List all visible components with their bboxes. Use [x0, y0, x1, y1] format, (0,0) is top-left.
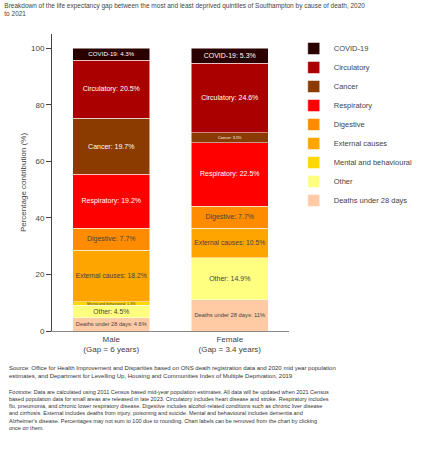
svg-text:100: 100	[31, 44, 45, 53]
svg-text:Footnote: Data are calculated: Footnote: Data are calculated using 2011…	[9, 389, 329, 431]
svg-text:Mental and behavioural: Mental and behavioural	[334, 158, 412, 167]
svg-text:80: 80	[35, 101, 44, 110]
svg-text:Respiratory: 19.2%: Respiratory: 19.2%	[81, 197, 141, 205]
svg-text:Cancer: 3.5%: Cancer: 3.5%	[218, 135, 242, 140]
svg-text:0: 0	[40, 327, 45, 336]
svg-text:Circulatory: 20.5%: Circulatory: 20.5%	[83, 85, 140, 93]
svg-text:Digestive: 7.7%: Digestive: 7.7%	[87, 235, 136, 243]
svg-text:Female(Gap = 3.4 years): Female(Gap = 3.4 years)	[199, 335, 262, 354]
svg-text:40: 40	[35, 214, 44, 223]
svg-text:Other: Other	[334, 177, 353, 186]
svg-text:Source: Office for Health Impr: Source: Office for Health Improvement an…	[9, 365, 336, 379]
svg-text:COVID-19: 5.3%: COVID-19: 5.3%	[204, 52, 256, 59]
svg-text:Respiratory: 22.5%: Respiratory: 22.5%	[200, 170, 260, 178]
svg-text:Breakdown of the life expectan: Breakdown of the life expectancy gap bet…	[4, 2, 365, 17]
svg-text:Circulatory: Circulatory	[334, 63, 370, 72]
svg-text:External causes: 18.2%: External causes: 18.2%	[76, 272, 147, 279]
svg-text:Circulatory: 24.6%: Circulatory: 24.6%	[201, 94, 258, 102]
svg-text:Other: 4.5%: Other: 4.5%	[93, 308, 129, 315]
svg-text:External causes: External causes	[334, 139, 388, 148]
svg-text:Respiratory: Respiratory	[334, 101, 373, 110]
svg-text:Digestive: Digestive	[334, 120, 365, 129]
svg-text:Percentage contribution (%): Percentage contribution (%)	[19, 133, 28, 233]
svg-text:60: 60	[35, 157, 44, 166]
svg-text:Digestive: 7.7%: Digestive: 7.7%	[205, 213, 254, 221]
svg-text:Mental and behavioural: 1.3%: Mental and behavioural: 1.3%	[87, 302, 136, 306]
svg-text:Deaths under 28 days: 11%: Deaths under 28 days: 11%	[194, 312, 265, 318]
svg-text:External causes: 10.5%: External causes: 10.5%	[194, 239, 265, 246]
svg-text:Male(Gap = 6 years): Male(Gap = 6 years)	[83, 335, 139, 354]
svg-text:Cancer: 19.7%: Cancer: 19.7%	[88, 143, 134, 150]
svg-text:COVID-19: COVID-19	[334, 44, 369, 53]
svg-text:Deaths under 28 days: 4.6%: Deaths under 28 days: 4.6%	[76, 321, 147, 327]
svg-text:Cancer: Cancer	[334, 82, 359, 91]
svg-text:COVID-19: 4.3%: COVID-19: 4.3%	[88, 50, 134, 57]
svg-text:20: 20	[35, 270, 44, 279]
svg-text:Deaths under 28 days: Deaths under 28 days	[334, 196, 408, 205]
svg-text:Other: 14.9%: Other: 14.9%	[209, 275, 250, 282]
